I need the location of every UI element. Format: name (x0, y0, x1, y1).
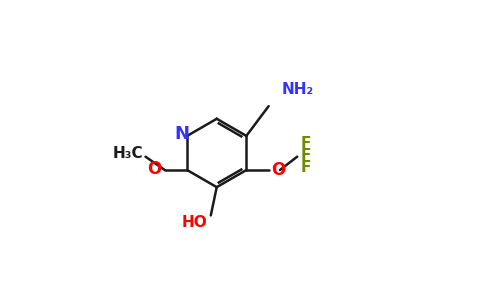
Text: O: O (271, 161, 285, 179)
Text: NH₂: NH₂ (282, 82, 314, 97)
Text: F: F (300, 136, 311, 151)
Text: HO: HO (182, 215, 207, 230)
Text: N: N (174, 125, 189, 143)
Text: F: F (300, 148, 311, 163)
Text: H₃C: H₃C (112, 146, 143, 161)
Text: O: O (148, 160, 162, 178)
Text: F: F (300, 160, 311, 175)
